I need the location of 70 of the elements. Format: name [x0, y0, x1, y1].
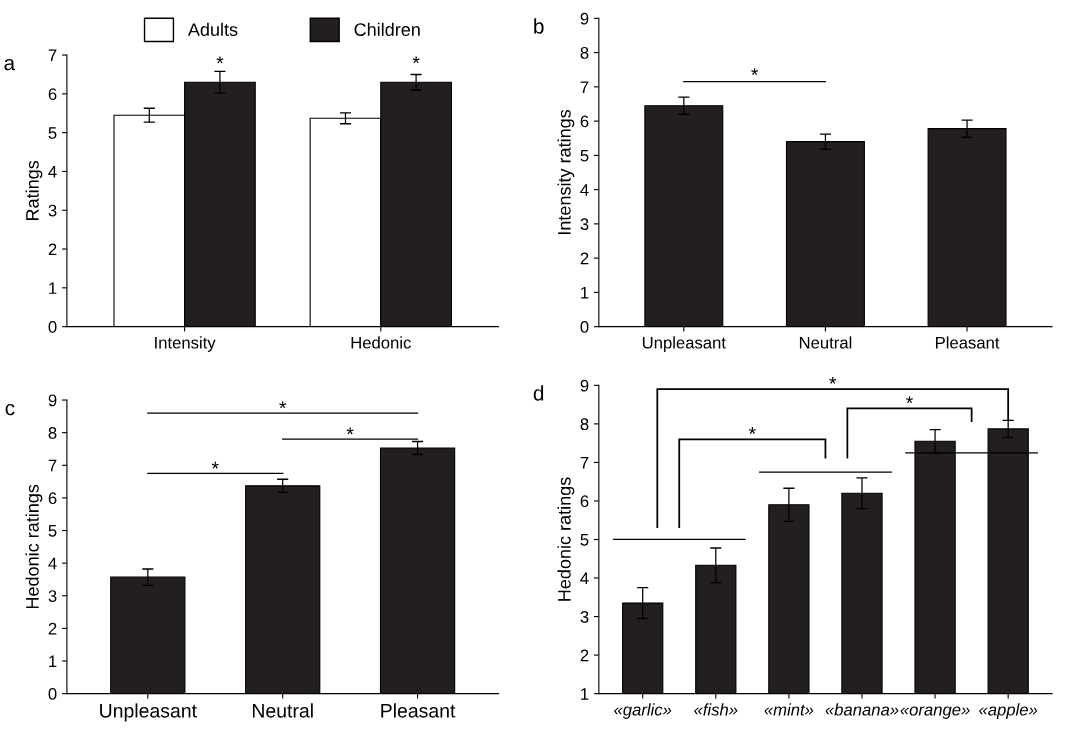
y-tick-label: 7 [580, 81, 589, 93]
annotation: * [906, 396, 913, 404]
y-tick-label: 2 [48, 243, 57, 256]
legend-label: Adults [187, 22, 238, 37]
y-tick-label: 3 [580, 610, 589, 623]
y-tick-label: 0 [580, 321, 589, 333]
chart-title: d [533, 385, 544, 401]
x-tick-label: «garlic» [614, 703, 672, 719]
y-tick-label: 7 [580, 456, 589, 469]
x-tick-label: Hedonic [351, 336, 411, 349]
y-tick-label: 8 [580, 418, 589, 431]
y-tick-label: 2 [580, 252, 589, 265]
y-tick-label: 5 [580, 534, 589, 546]
y-tick-label: 6 [48, 88, 57, 101]
y-tick-label: 3 [580, 218, 589, 231]
chart-title: a [4, 58, 16, 71]
annotation: * [346, 427, 354, 435]
x-tick-label: «fish» [694, 703, 738, 716]
x-tick-label: Neutral [799, 336, 852, 349]
annotation: * [279, 401, 287, 409]
x-tick-label: Unpleasant [642, 336, 726, 352]
annotation: * [216, 56, 224, 64]
text: * [829, 377, 837, 384]
y-tick-label: 8 [580, 47, 589, 59]
chart-title: c [5, 403, 15, 416]
legend-label: Children [354, 22, 420, 37]
y-tick-label: 9 [580, 379, 589, 392]
y-tick-label: 8 [48, 427, 57, 439]
y-tick-label: 4 [48, 166, 57, 178]
y-tick-label: 7 [48, 459, 57, 472]
annotation: * [412, 56, 420, 64]
y-tick-label: 6 [48, 492, 57, 505]
x-tick-label: «orange» [900, 706, 970, 719]
x-tick-label: Unpleasant [100, 703, 197, 722]
y-tick-label: 3 [48, 204, 57, 217]
y-tick-label: 1 [49, 655, 57, 668]
y-tick-label: 4 [580, 184, 589, 196]
y-tick-label: 2 [48, 622, 57, 635]
x-tick-label: Pleasant [935, 336, 1000, 349]
y-axis-title: Intensity ratings [557, 109, 575, 235]
y-axis-title: Hedonic ratings [557, 477, 575, 601]
x-tick-label: «mint» [764, 703, 814, 716]
y-tick-label: 1 [581, 688, 589, 700]
y-tick-label: 5 [48, 525, 57, 537]
annotation: * [751, 68, 759, 76]
y-tick-label: 9 [48, 394, 57, 407]
y-tick-label: 1 [581, 286, 589, 299]
annotation: * [748, 427, 756, 434]
y-tick-label: 2 [580, 649, 589, 662]
y-tick-label: 9 [580, 12, 589, 25]
x-tick-label: Intensity [155, 336, 216, 352]
y-tick-label: 0 [48, 321, 57, 333]
y-tick-label: 5 [580, 149, 589, 162]
y-axis-title: Hedonic ratings [25, 484, 43, 609]
y-tick-label: 3 [48, 590, 57, 602]
y-tick-label: 5 [48, 127, 57, 139]
y-tick-label: 1 [49, 282, 57, 294]
annotation: * [211, 461, 219, 469]
x-tick-label: «apple» [979, 703, 1038, 719]
x-tick-label: Neutral [252, 703, 313, 718]
y-tick-label: 7 [48, 49, 57, 62]
y-tick-label: 4 [48, 557, 57, 570]
y-tick-label: 6 [580, 495, 589, 508]
x-tick-label: Pleasant [381, 703, 456, 718]
y-tick-label: 4 [580, 572, 589, 585]
y-tick-label: 0 [48, 688, 57, 700]
chart-title: b [534, 18, 544, 34]
y-tick-label: 6 [580, 115, 589, 128]
x-tick-label: «banana» [825, 703, 899, 716]
y-axis-title: Ratings [25, 160, 43, 220]
